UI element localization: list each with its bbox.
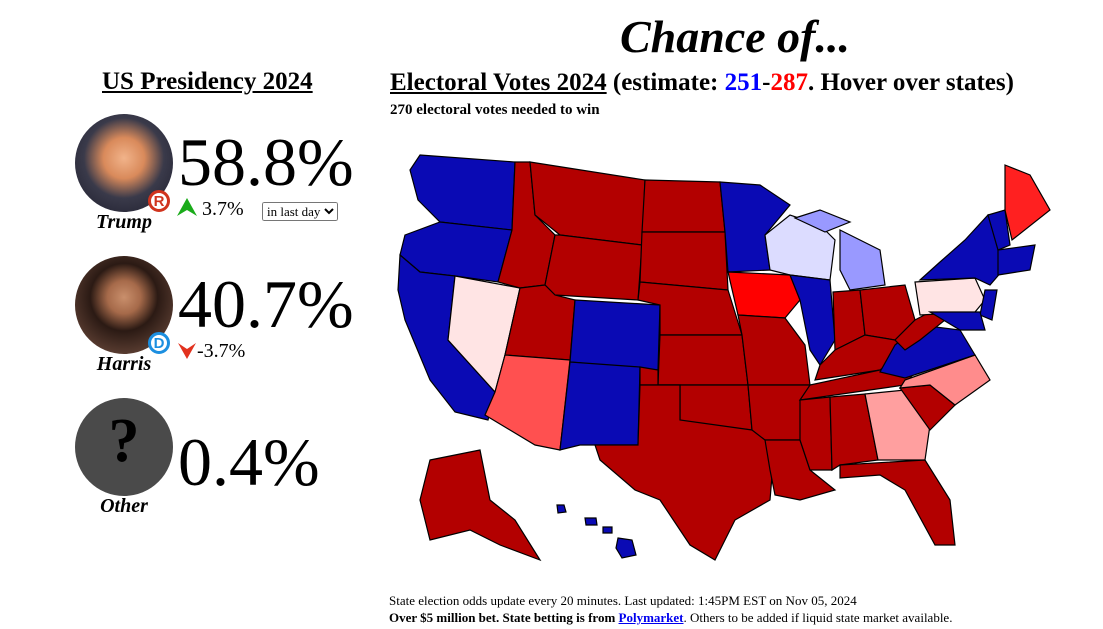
state[interactable] xyxy=(639,231,729,291)
footer-source: Over $5 million bet. State betting is fr… xyxy=(389,610,952,626)
party-badge: R xyxy=(148,190,170,212)
estimate-open: (estimate: xyxy=(612,69,725,96)
state[interactable] xyxy=(839,459,956,546)
state[interactable] xyxy=(569,299,661,371)
candidate-change: -3.7% xyxy=(197,340,246,362)
page-title: Chance of... xyxy=(620,11,850,62)
state[interactable] xyxy=(615,537,637,559)
state[interactable] xyxy=(559,361,641,451)
state[interactable] xyxy=(839,229,886,291)
rep-votes: 287 xyxy=(770,69,808,96)
footer-rest: . Others to be added if liquid state mar… xyxy=(683,610,953,625)
state[interactable] xyxy=(594,384,776,561)
state[interactable] xyxy=(979,289,998,321)
state[interactable] xyxy=(727,271,801,319)
state[interactable] xyxy=(641,179,726,233)
state[interactable] xyxy=(409,154,516,231)
state[interactable] xyxy=(914,277,986,316)
state[interactable] xyxy=(397,253,496,421)
us-map xyxy=(397,154,1051,562)
period-select[interactable]: in last day xyxy=(262,202,338,221)
candidate-chance: 58.8% xyxy=(178,124,354,200)
state[interactable] xyxy=(657,334,749,386)
candidate-change: 3.7% xyxy=(202,198,244,220)
state[interactable] xyxy=(799,396,833,471)
state[interactable] xyxy=(178,343,196,359)
state[interactable] xyxy=(584,517,598,526)
map-subtitle: 270 electoral votes needed to win xyxy=(390,102,600,118)
state[interactable] xyxy=(829,393,879,472)
state[interactable] xyxy=(419,449,542,562)
polymarket-link[interactable]: Polymarket xyxy=(618,610,684,625)
party-badge: D xyxy=(148,332,170,354)
candidate-chance: 40.7% xyxy=(178,266,354,342)
states[interactable] xyxy=(397,154,1051,562)
candidate-name: Other xyxy=(100,495,148,517)
state[interactable] xyxy=(737,314,811,386)
candidate-chance: 0.4% xyxy=(178,424,320,500)
map-heading: Electoral Votes 2024 (estimate: 251-287.… xyxy=(390,69,1014,97)
state[interactable] xyxy=(997,244,1036,276)
state[interactable] xyxy=(1004,164,1051,242)
separator: - xyxy=(762,69,771,96)
estimate-close: . Hover over states) xyxy=(807,69,1014,96)
state[interactable] xyxy=(764,214,836,281)
other-avatar xyxy=(75,398,173,496)
footer-bold: Over $5 million bet. State betting is fr… xyxy=(389,610,619,625)
candidate-name: Trump xyxy=(96,211,152,233)
dem-votes: 251 xyxy=(724,69,763,96)
down-arrow xyxy=(178,343,196,359)
other-icon: ? xyxy=(108,407,140,475)
map-title: Electoral Votes 2024 xyxy=(390,69,607,96)
up-arrow xyxy=(177,198,197,216)
state[interactable] xyxy=(987,209,1011,251)
footer-update: State election odds update every 20 minu… xyxy=(389,593,857,608)
state[interactable] xyxy=(556,504,567,514)
state[interactable] xyxy=(602,526,613,534)
state[interactable] xyxy=(793,209,852,233)
state[interactable] xyxy=(177,198,197,216)
candidate-name: Harris xyxy=(96,353,152,375)
state[interactable] xyxy=(544,234,643,301)
state[interactable] xyxy=(927,311,986,331)
left-title: US Presidency 2024 xyxy=(102,68,313,95)
